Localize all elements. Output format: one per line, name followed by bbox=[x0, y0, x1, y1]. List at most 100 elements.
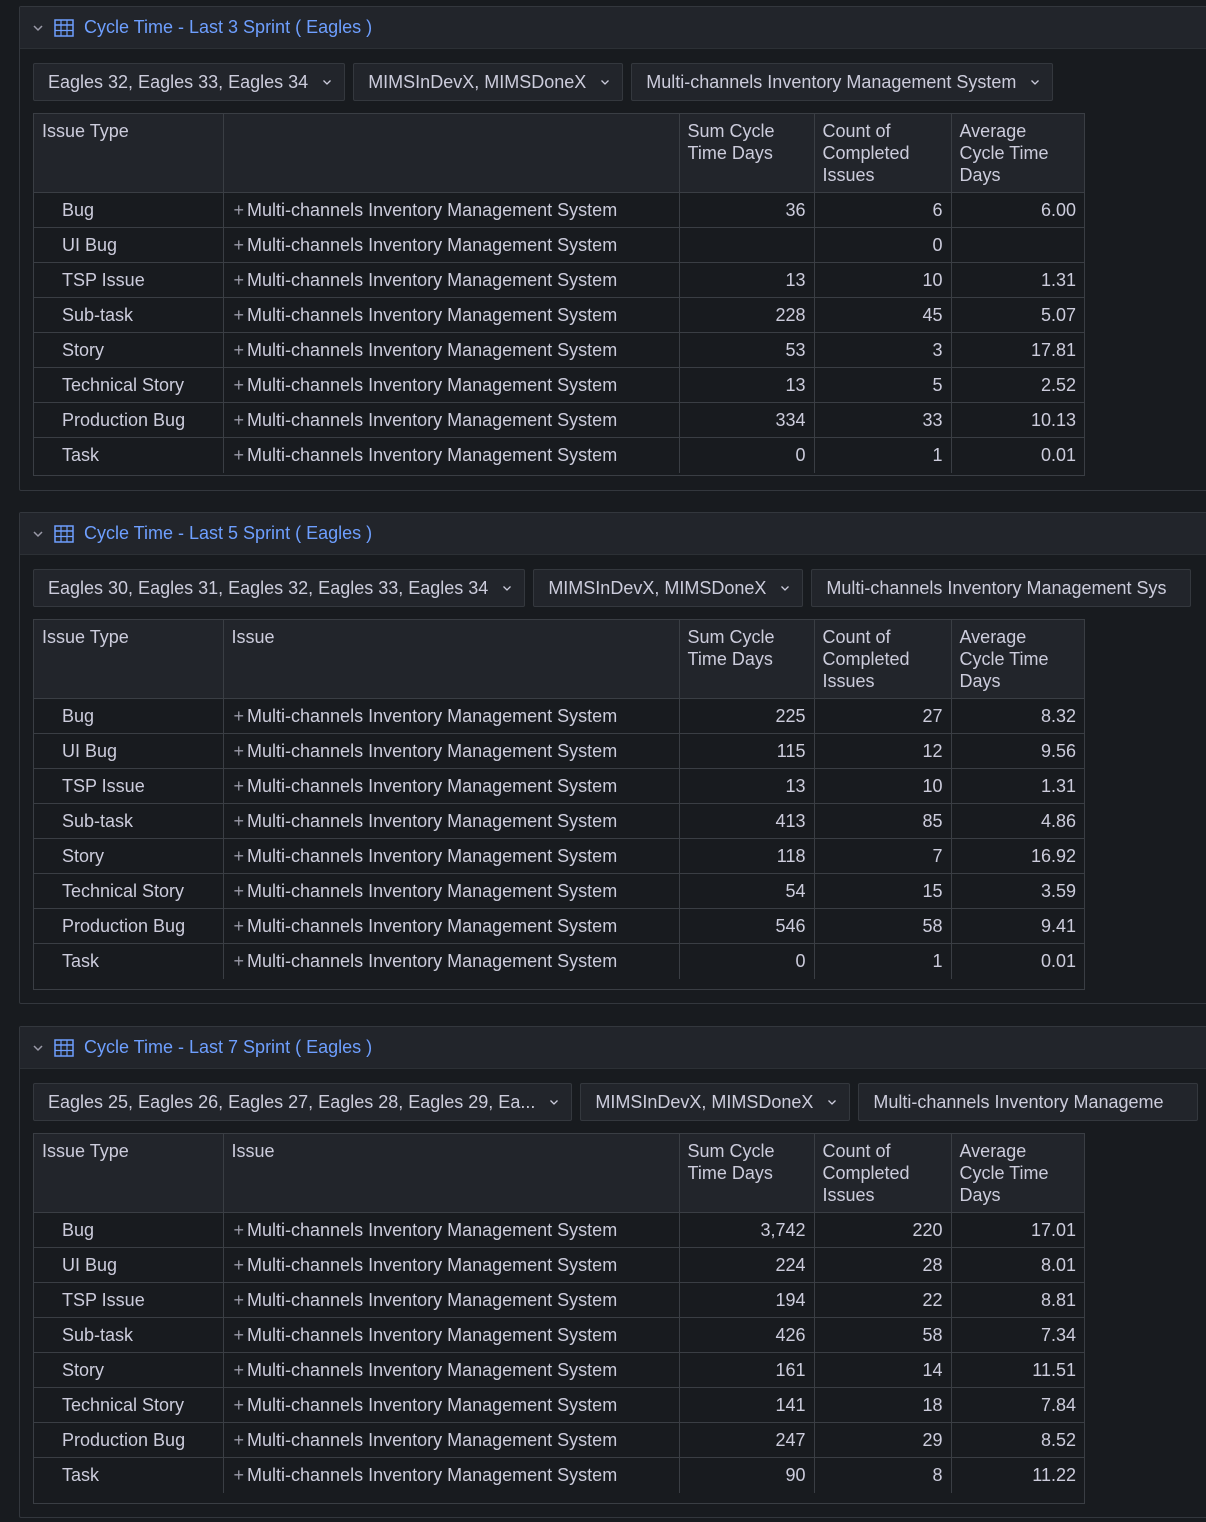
issue-cell[interactable]: + Multi-channels Inventory Management Sys… bbox=[222, 437, 679, 473]
panel-title[interactable]: Cycle Time - Last 5 Sprint ( Eagles ) bbox=[84, 523, 373, 543]
project-filter[interactable]: Multi-channels Inventory Management Syst… bbox=[631, 63, 1054, 101]
header-avg-cycle-time[interactable]: Average Cycle Time Days bbox=[950, 114, 1084, 193]
sprint-filter[interactable]: Eagles 32, Eagles 33, Eagles 34 bbox=[33, 63, 346, 101]
panel-header[interactable]: Cycle Time - Last 5 Sprint ( Eagles ) bbox=[20, 513, 1206, 555]
issue-cell[interactable]: + Multi-channels Inventory Management Sys… bbox=[222, 803, 679, 839]
header-issue[interactable]: Issue bbox=[222, 620, 679, 699]
expand-plus-icon[interactable]: + bbox=[233, 1289, 245, 1310]
data-table[interactable]: Issue Type Sum Cycle Time Days Count of Co… bbox=[33, 113, 1085, 476]
issue-cell[interactable]: + Multi-channels Inventory Management Sys… bbox=[222, 402, 679, 438]
count-completed-cell: 0 bbox=[813, 227, 951, 263]
issue-label: Multi-channels Inventory Management Syst… bbox=[247, 915, 618, 936]
issue-label: Multi-channels Inventory Management Syst… bbox=[247, 880, 618, 901]
sprint-filter-value: Eagles 32, Eagles 33, Eagles 34 bbox=[48, 71, 309, 92]
issue-type-cell: UI Bug bbox=[34, 227, 223, 263]
issue-cell[interactable]: + Multi-channels Inventory Management Sys… bbox=[222, 192, 679, 228]
expand-plus-icon[interactable]: + bbox=[233, 880, 245, 901]
panel-header[interactable]: Cycle Time - Last 7 Sprint ( Eagles ) bbox=[20, 1027, 1206, 1069]
issue-cell[interactable]: + Multi-channels Inventory Management Sys… bbox=[222, 1457, 679, 1493]
expand-plus-icon[interactable]: + bbox=[233, 304, 245, 325]
issue-cell[interactable]: + Multi-channels Inventory Management Sys… bbox=[222, 332, 679, 368]
chevron-down-icon[interactable] bbox=[32, 528, 44, 540]
header-avg-cycle-time[interactable]: Average Cycle Time Days bbox=[950, 1134, 1084, 1213]
issue-cell[interactable]: + Multi-channels Inventory Management Sys… bbox=[222, 1387, 679, 1423]
expand-plus-icon[interactable]: + bbox=[233, 409, 245, 430]
issue-label: Multi-channels Inventory Management Syst… bbox=[247, 234, 618, 255]
expand-plus-icon[interactable]: + bbox=[233, 1464, 245, 1485]
issue-cell[interactable]: + Multi-channels Inventory Management Sys… bbox=[222, 1317, 679, 1353]
chevron-down-icon[interactable] bbox=[32, 22, 44, 34]
header-issue[interactable] bbox=[222, 114, 679, 193]
sum-cycle-time-cell: 247 bbox=[678, 1422, 814, 1458]
sum-cycle-time-cell: 413 bbox=[678, 803, 814, 839]
issue-cell[interactable]: + Multi-channels Inventory Management Sys… bbox=[222, 908, 679, 944]
issue-cell[interactable]: + Multi-channels Inventory Management Sys… bbox=[222, 733, 679, 769]
expand-plus-icon[interactable]: + bbox=[233, 845, 245, 866]
header-sum-cycle-time[interactable]: Sum Cycle Time Days bbox=[678, 114, 814, 193]
issue-cell[interactable]: + Multi-channels Inventory Management Sys… bbox=[222, 768, 679, 804]
expand-plus-icon[interactable]: + bbox=[233, 1359, 245, 1380]
sprint-filter[interactable]: Eagles 30, Eagles 31, Eagles 32, Eagles … bbox=[33, 569, 526, 607]
data-table[interactable]: Issue Type Issue Sum Cycle Time Days Count … bbox=[33, 619, 1085, 990]
expand-plus-icon[interactable]: + bbox=[233, 1219, 245, 1240]
header-issue-type[interactable]: Issue Type bbox=[34, 114, 223, 193]
expand-plus-icon[interactable]: + bbox=[233, 269, 245, 290]
expand-plus-icon[interactable]: + bbox=[233, 1429, 245, 1450]
expand-plus-icon[interactable]: + bbox=[233, 444, 245, 465]
panel-header[interactable]: Cycle Time - Last 3 Sprint ( Eagles ) bbox=[20, 7, 1206, 49]
header-issue[interactable]: Issue bbox=[222, 1134, 679, 1213]
header-count-completed[interactable]: Count of Completed Issues bbox=[813, 114, 951, 193]
header-avg-cycle-time[interactable]: Average Cycle Time Days bbox=[950, 620, 1084, 699]
expand-plus-icon[interactable]: + bbox=[233, 374, 245, 395]
sprint-filter-value: Eagles 30, Eagles 31, Eagles 32, Eagles … bbox=[48, 577, 489, 598]
header-sum-cycle-time[interactable]: Sum Cycle Time Days bbox=[678, 1134, 814, 1213]
data-table[interactable]: Issue Type Issue Sum Cycle Time Days Count … bbox=[33, 1133, 1085, 1504]
sprint-filter[interactable]: Eagles 25, Eagles 26, Eagles 27, Eagles … bbox=[33, 1083, 573, 1121]
issue-cell[interactable]: + Multi-channels Inventory Management Sys… bbox=[222, 262, 679, 298]
sprint-filter-value: Eagles 25, Eagles 26, Eagles 27, Eagles … bbox=[48, 1091, 536, 1112]
expand-plus-icon[interactable]: + bbox=[233, 775, 245, 796]
header-sum-cycle-time[interactable]: Sum Cycle Time Days bbox=[678, 620, 814, 699]
issue-cell[interactable]: + Multi-channels Inventory Management Sys… bbox=[222, 1282, 679, 1318]
panel-title[interactable]: Cycle Time - Last 7 Sprint ( Eagles ) bbox=[84, 1037, 373, 1057]
expand-plus-icon[interactable]: + bbox=[233, 810, 245, 831]
project-filter[interactable]: Multi-channels Inventory Management Sys bbox=[811, 569, 1192, 607]
expand-plus-icon[interactable]: + bbox=[233, 740, 245, 761]
expand-plus-icon[interactable]: + bbox=[233, 705, 245, 726]
issue-cell[interactable]: + Multi-channels Inventory Management Sys… bbox=[222, 1352, 679, 1388]
issue-cell[interactable]: + Multi-channels Inventory Management Sys… bbox=[222, 838, 679, 874]
header-issue-type[interactable]: Issue Type bbox=[34, 620, 223, 699]
issue-cell[interactable]: + Multi-channels Inventory Management Sys… bbox=[222, 1212, 679, 1248]
expand-plus-icon[interactable]: + bbox=[233, 950, 245, 971]
issue-cell[interactable]: + Multi-channels Inventory Management Sys… bbox=[222, 698, 679, 734]
expand-plus-icon[interactable]: + bbox=[233, 1394, 245, 1415]
header-count-completed[interactable]: Count of Completed Issues bbox=[813, 620, 951, 699]
issue-cell[interactable]: + Multi-channels Inventory Management Sys… bbox=[222, 873, 679, 909]
expand-plus-icon[interactable]: + bbox=[233, 199, 245, 220]
header-count-completed[interactable]: Count of Completed Issues bbox=[813, 1134, 951, 1213]
chevron-down-icon bbox=[503, 586, 512, 591]
issue-cell[interactable]: + Multi-channels Inventory Management Sys… bbox=[222, 367, 679, 403]
issue-cell[interactable]: + Multi-channels Inventory Management Sys… bbox=[222, 297, 679, 333]
panel-title[interactable]: Cycle Time - Last 3 Sprint ( Eagles ) bbox=[84, 17, 373, 37]
issue-cell[interactable]: + Multi-channels Inventory Management Sys… bbox=[222, 1422, 679, 1458]
issue-label: Multi-channels Inventory Management Syst… bbox=[247, 705, 618, 726]
project-filter[interactable]: Multi-channels Inventory Manageme bbox=[858, 1083, 1199, 1121]
issue-cell[interactable]: + Multi-channels Inventory Management Sys… bbox=[222, 943, 679, 979]
filter-bar: Eagles 32, Eagles 33, Eagles 34 MIMSInDe… bbox=[33, 63, 1054, 101]
issue-cell[interactable]: + Multi-channels Inventory Management Sys… bbox=[222, 227, 679, 263]
status-filter[interactable]: MIMSInDevX, MIMSDoneX bbox=[533, 569, 804, 607]
header-issue-type[interactable]: Issue Type bbox=[34, 1134, 223, 1213]
status-filter[interactable]: MIMSInDevX, MIMSDoneX bbox=[353, 63, 624, 101]
issue-label: Multi-channels Inventory Management Syst… bbox=[247, 269, 618, 290]
chevron-down-icon[interactable] bbox=[32, 1042, 44, 1054]
expand-plus-icon[interactable]: + bbox=[233, 915, 245, 936]
issue-cell[interactable]: + Multi-channels Inventory Management Sys… bbox=[222, 1247, 679, 1283]
expand-plus-icon[interactable]: + bbox=[233, 234, 245, 255]
expand-plus-icon[interactable]: + bbox=[233, 339, 245, 360]
avg-cycle-time-cell: 0.01 bbox=[950, 437, 1084, 473]
status-filter[interactable]: MIMSInDevX, MIMSDoneX bbox=[580, 1083, 851, 1121]
issue-label: Multi-channels Inventory Management Syst… bbox=[247, 304, 618, 325]
expand-plus-icon[interactable]: + bbox=[233, 1254, 245, 1275]
expand-plus-icon[interactable]: + bbox=[233, 1324, 245, 1345]
